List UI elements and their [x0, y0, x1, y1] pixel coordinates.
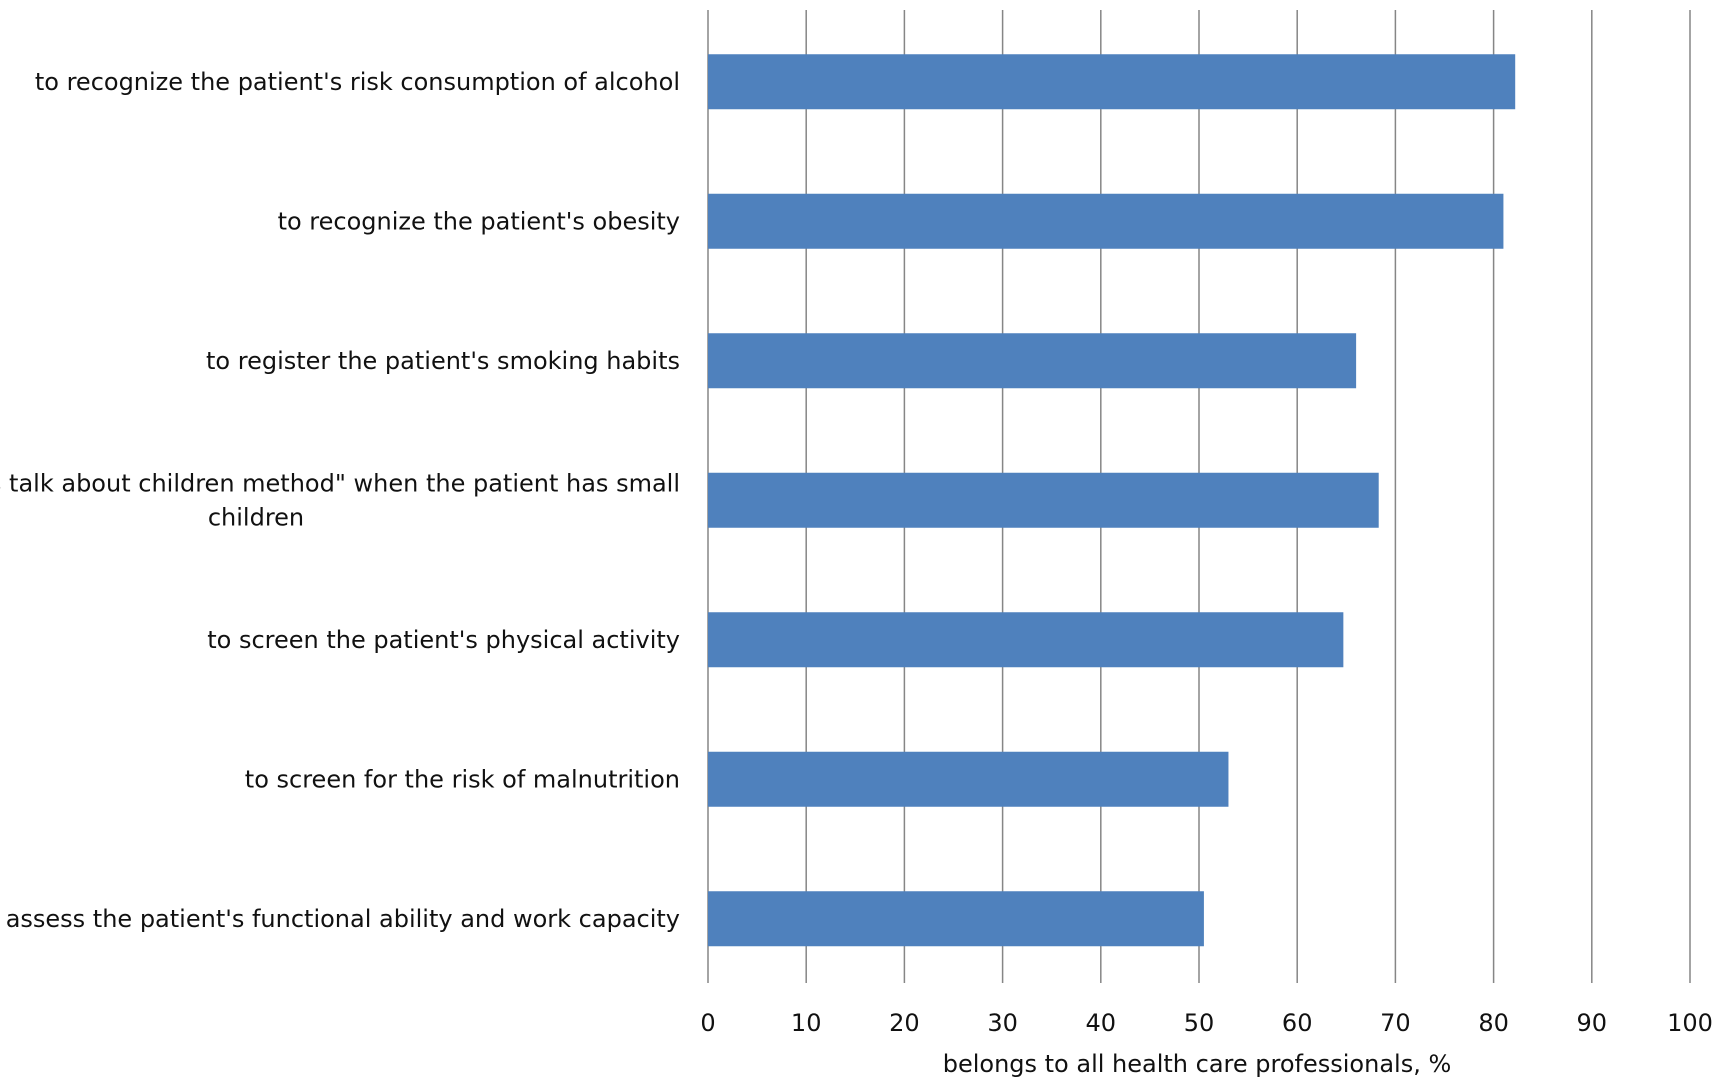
- x-tick-label: 40: [1086, 1009, 1117, 1037]
- bar: [708, 751, 1229, 807]
- x-tick-label: 10: [791, 1009, 822, 1037]
- bar: [708, 891, 1204, 947]
- x-tick-label: 90: [1577, 1009, 1608, 1037]
- x-tick-label: 60: [1282, 1009, 1313, 1037]
- x-tick-label: 80: [1478, 1009, 1509, 1037]
- category-label: to recognize the patient's obesity: [278, 207, 680, 235]
- bar: [708, 193, 1504, 249]
- bar: [708, 333, 1357, 389]
- bar: [708, 54, 1516, 110]
- x-tick-label: 100: [1667, 1009, 1712, 1037]
- category-label: to recognize the patient's risk consumpt…: [35, 68, 680, 96]
- category-label: to screen for the risk of malnutrition: [245, 765, 680, 793]
- category-label: ´s talk about children method" when the …: [0, 469, 680, 497]
- category-label: to register the patient's smoking habits: [206, 347, 680, 375]
- x-tick-label: 50: [1184, 1009, 1215, 1037]
- x-axis-title: belongs to all health care professionals…: [943, 1050, 1452, 1077]
- x-tick-label: 0: [700, 1009, 715, 1037]
- category-label: children: [208, 503, 304, 531]
- bars: [708, 54, 1516, 947]
- category-label: to screen the patient's physical activit…: [207, 626, 680, 654]
- category-labels: to recognize the patient's risk consumpt…: [0, 68, 680, 933]
- bar: [708, 472, 1379, 528]
- x-tick-label: 30: [987, 1009, 1018, 1037]
- tick-labels: 0 10 20 30 40 50 60 70 80 90 100: [700, 1009, 1712, 1037]
- category-label: to assess the patient's functional abili…: [0, 905, 680, 933]
- x-tick-label: 20: [889, 1009, 920, 1037]
- x-tick-label: 70: [1380, 1009, 1411, 1037]
- bar: [708, 612, 1344, 668]
